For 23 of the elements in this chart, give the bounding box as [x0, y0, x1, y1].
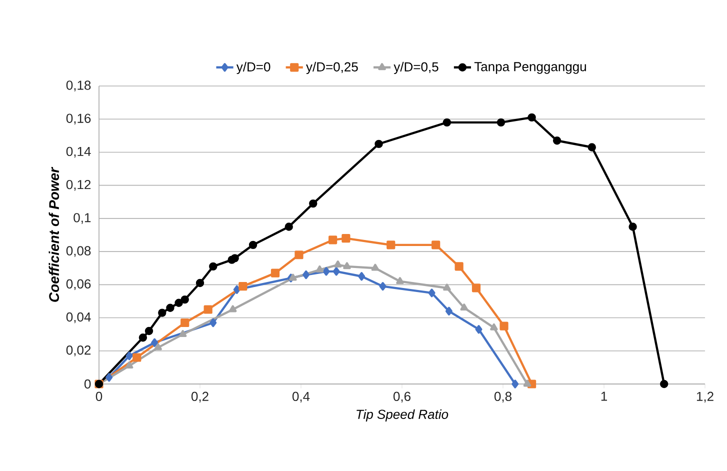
y-tick-label: 0,06 — [66, 279, 91, 290]
y-tick-label: 0,12 — [66, 180, 91, 191]
legend-label: y/D=0,5 — [394, 62, 438, 74]
y-tick-label: 0,18 — [66, 80, 91, 92]
y-axis-title: Coefficient of Power — [48, 166, 60, 302]
x-tick-label: 0 — [96, 392, 102, 402]
y-tick-label: 0,04 — [66, 312, 91, 324]
y-tick-label: 0,16 — [66, 114, 91, 124]
x-tick-label: 0,2 — [191, 392, 208, 403]
x-tick-label: 1 — [601, 392, 607, 401]
y-tick-label: 0,1 — [74, 213, 91, 224]
legend-label: y/D=0 — [236, 62, 270, 74]
legend-label: Tanpa Pengganggu — [474, 62, 586, 74]
y-tick-label: 0 — [84, 379, 91, 389]
y-tick-label: 0,14 — [66, 146, 91, 158]
y-tick-label: 0,02 — [66, 346, 91, 356]
x-tick-label: 0,8 — [494, 392, 512, 403]
x-tick-label: 0,6 — [393, 392, 410, 403]
x-axis-title: Tip Speed Ratio — [356, 409, 448, 422]
y-tick-label: 0,08 — [66, 246, 91, 257]
x-tick-label: 1,2 — [696, 392, 714, 403]
x-tick-label: 0,4 — [292, 392, 310, 403]
legend-label: y/D=0,25 — [306, 62, 358, 74]
